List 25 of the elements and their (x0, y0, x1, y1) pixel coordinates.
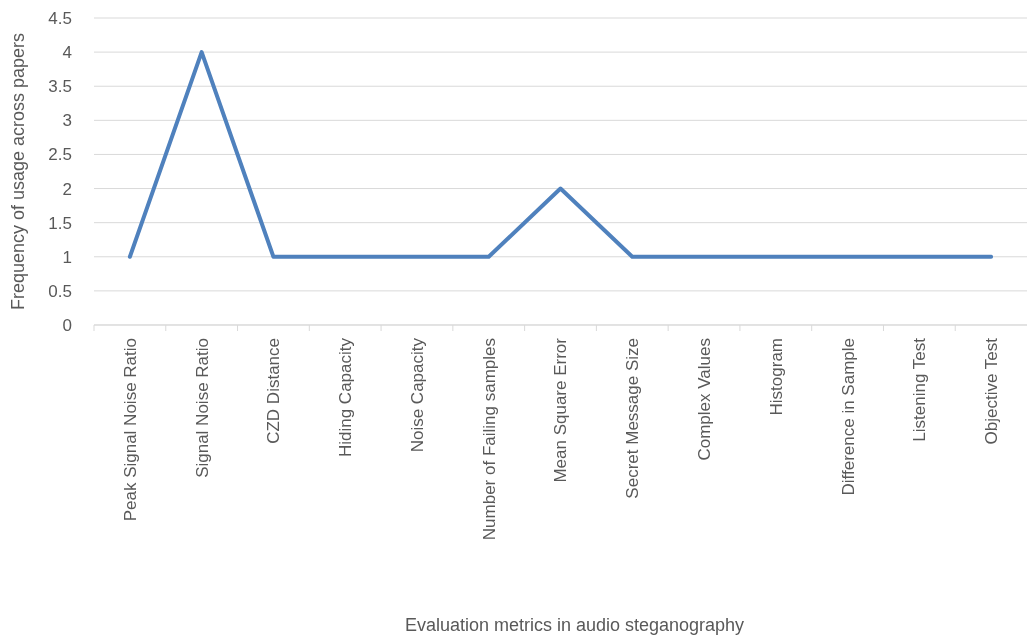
x-axis-title: Evaluation metrics in audio steganography (404, 615, 745, 635)
x-tick-label: Noise Capacity (407, 337, 427, 453)
x-tick-label: Secret Message Size (623, 338, 643, 499)
x-tick-label: Number of Failing samples (479, 338, 499, 541)
y-tick-label: 0 (62, 315, 72, 335)
x-tick-label: Complex Values (694, 338, 714, 461)
y-tick-label: 0.5 (48, 281, 72, 301)
y-tick-label: 2.5 (48, 145, 72, 165)
y-tick-label: 4.5 (48, 8, 72, 28)
y-tick-label: 4 (62, 43, 72, 63)
x-tick-label: CZD Distance (264, 338, 284, 444)
x-tick-label: Peak Signal Noise Ratio (120, 338, 140, 522)
x-tick-label: Signal Noise Ratio (192, 338, 212, 478)
y-tick-label: 3.5 (48, 77, 72, 97)
x-tick-label: Mean Square Error (551, 337, 571, 483)
x-tick-label: Listening Test (910, 337, 930, 442)
y-tick-label: 3 (62, 111, 72, 131)
y-tick-label: 1.5 (48, 213, 72, 233)
x-tick-label: Difference in Sample (838, 338, 858, 496)
x-tick-label: Hiding Capacity (336, 337, 356, 458)
y-tick-label: 2 (62, 179, 72, 199)
x-tick-label: Histogram (766, 338, 786, 416)
y-axis-title: Frequency of usage across papers (8, 32, 28, 311)
y-tick-label: 1 (62, 247, 72, 267)
x-tick-label: Objective Test (982, 337, 1002, 445)
